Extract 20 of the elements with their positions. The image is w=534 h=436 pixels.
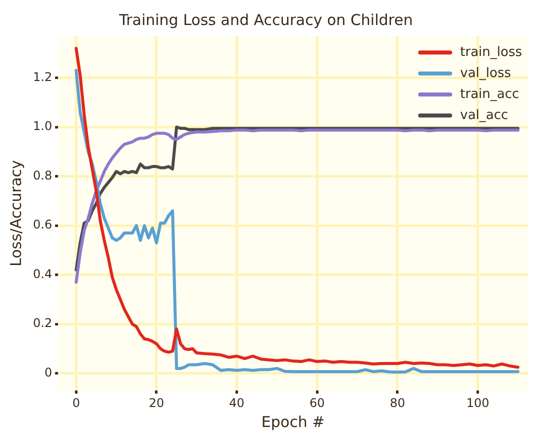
legend-label: train_acc <box>460 86 520 102</box>
legend-label: val_acc <box>460 108 508 123</box>
x-tick-label: 60 <box>310 396 325 410</box>
y-axis-title: Loss/Accuracy <box>6 160 25 267</box>
x-tick-label: 0 <box>72 396 80 410</box>
x-tick-label: 20 <box>148 396 164 410</box>
x-axis-title: Epoch # <box>261 412 325 431</box>
x-tick-label: 40 <box>229 396 244 410</box>
legend-label: val_loss <box>460 66 512 81</box>
legend-label: train_loss <box>460 44 522 60</box>
y-tick-label: 0.6 <box>32 218 52 232</box>
y-tick-label: 0.2 <box>32 316 52 330</box>
y-tick-label: 1.2 <box>32 70 52 84</box>
y-tick-label: 0.4 <box>32 266 52 281</box>
y-tick-label: 0.8 <box>32 168 52 182</box>
y-tick-label: 1.0 <box>32 119 52 134</box>
y-tick-label: 0 <box>44 365 52 380</box>
x-tick-label: 80 <box>390 396 406 410</box>
x-tick-label: 100 <box>466 396 490 410</box>
chart-title: Training Loss and Accuracy on Children <box>118 10 413 29</box>
